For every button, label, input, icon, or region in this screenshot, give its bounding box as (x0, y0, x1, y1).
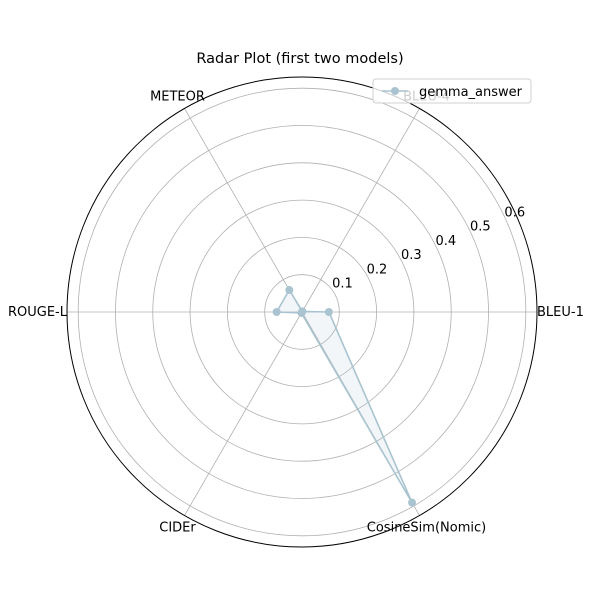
legend-swatch-marker (391, 87, 399, 95)
radial-tick-labels: 0.1 0.2 0.3 0.4 0.5 0.6 (332, 205, 525, 291)
series-fill (276, 290, 412, 503)
axis-label-cider: CIDEr (159, 521, 196, 536)
data-point-bleu-1 (324, 308, 333, 316)
series-layer (272, 286, 417, 507)
legend-box (372, 78, 532, 104)
radial-tick-label: 0.5 (470, 220, 491, 235)
radial-tick-label: 0.2 (367, 262, 388, 277)
spoke (184, 108, 303, 313)
radial-tick-label: 0.3 (401, 248, 422, 263)
chart-title: Radar Plot (first two models) (196, 51, 403, 67)
spoke (184, 311, 303, 516)
data-point-cosinesim-nomic (408, 498, 417, 507)
radial-tick-label: 0.1 (332, 277, 353, 292)
data-point-meteor (285, 286, 294, 295)
legend-label-gemma-answer: gemma_answer (419, 85, 523, 100)
axis-label-bleu-1: BLEU-1 (537, 305, 584, 320)
radial-tick-label: 0.4 (436, 234, 457, 249)
series-line (275, 288, 413, 504)
data-point-rouge-l (272, 308, 281, 316)
legend: gemma_answer (372, 78, 532, 104)
axis-label-cosinesim-nomic: CosineSim(Nomic) (367, 521, 486, 536)
data-point-cider (297, 308, 306, 317)
axis-label-meteor: METEOR (150, 89, 205, 104)
radial-tick-label: 0.6 (504, 205, 525, 220)
axis-label-rouge-l: ROUGE-L (8, 305, 68, 320)
spoke (301, 108, 420, 313)
outer-frame (66, 76, 538, 548)
